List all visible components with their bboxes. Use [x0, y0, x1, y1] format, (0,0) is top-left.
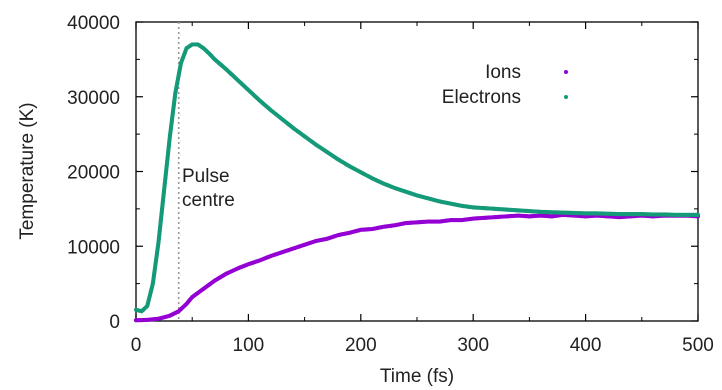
- axis-ticks: [135, 21, 699, 322]
- x-tick-label: 400: [570, 335, 602, 356]
- series-ions: [133, 212, 701, 323]
- x-axis-label: Time (fs): [380, 366, 454, 387]
- x-tick-label: 500: [682, 335, 714, 356]
- y-tick-label: 0: [109, 312, 120, 333]
- x-tick-label: 0: [131, 335, 142, 356]
- y-tick-label: 10000: [67, 237, 120, 258]
- x-tick-label: 300: [457, 335, 489, 356]
- legend-marker-electrons: [564, 95, 568, 99]
- tick-labels: 0 100 200 300 400 500 0 10000 20000 30000 40000: [67, 13, 714, 356]
- electrons-point: [695, 212, 701, 217]
- y-tick-label: 20000: [67, 163, 120, 184]
- y-tick-label: 30000: [67, 88, 120, 109]
- legend-label-electrons: Electrons: [442, 87, 521, 108]
- pulse-annotation-line-2: centre: [182, 190, 235, 211]
- series-electrons: [133, 42, 701, 314]
- pulse-annotation-line-1: Pulse: [182, 166, 230, 187]
- legend-marker-ions: [564, 70, 568, 74]
- x-tick-label: 100: [233, 335, 265, 356]
- legend: Ions Electrons: [442, 62, 568, 108]
- y-tick-label: 40000: [67, 13, 120, 34]
- y-axis-label: Temperature (K): [17, 102, 38, 239]
- legend-label-ions: Ions: [485, 62, 521, 83]
- x-tick-label: 200: [345, 335, 377, 356]
